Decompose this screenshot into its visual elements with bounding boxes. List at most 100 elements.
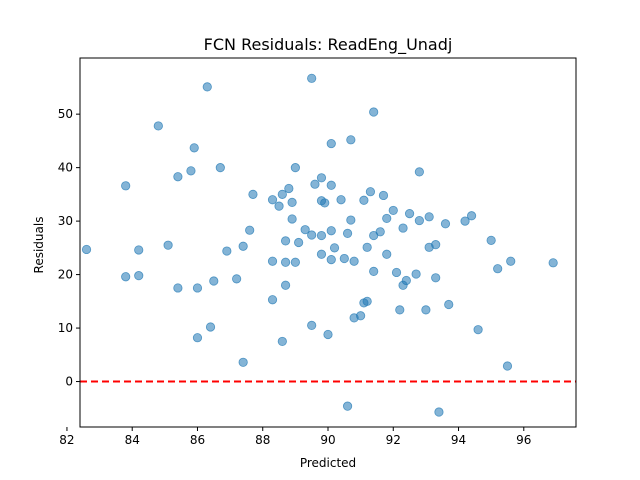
x-tick-label: 88	[255, 433, 270, 447]
scatter-point	[506, 256, 516, 266]
x-tick-label: 86	[190, 433, 205, 447]
scatter-point	[189, 143, 199, 153]
scatter-point	[440, 219, 451, 229]
scatter-point	[326, 255, 336, 265]
scatter-point	[232, 274, 242, 284]
x-axis-label: Predicted	[300, 456, 356, 470]
scatter-point	[339, 253, 349, 264]
scatter-point	[287, 214, 297, 224]
scatter-point	[267, 295, 278, 305]
scatter-point	[326, 226, 336, 236]
chart-title: FCN Residuals: ReadEng_Unadj	[204, 35, 453, 55]
scatter-point	[287, 197, 297, 207]
scatter-point	[378, 190, 389, 201]
scatter-point	[121, 272, 131, 282]
scatter-point	[290, 163, 300, 173]
scatter-point	[473, 325, 483, 335]
scatter-point	[280, 236, 291, 246]
y-tick-label: 50	[58, 107, 73, 121]
scatter-point	[401, 275, 411, 286]
scatter-point	[209, 276, 219, 286]
scatter-point	[342, 228, 353, 239]
scatter-point	[134, 271, 144, 281]
scatter-point	[320, 198, 330, 208]
scatter-point	[290, 257, 300, 267]
scatter-point	[326, 180, 336, 190]
scatter-point	[274, 201, 284, 211]
scatter-point	[404, 209, 415, 219]
scatter-point	[369, 266, 379, 276]
scatter-point	[460, 216, 470, 226]
scatter-point	[267, 256, 278, 266]
scatter-point	[316, 249, 327, 259]
scatter-point	[316, 173, 327, 183]
scatter-point	[267, 195, 278, 205]
scatter-point	[493, 264, 503, 274]
scatter-point	[359, 195, 369, 205]
scatter-point	[284, 183, 294, 194]
scatter-point	[369, 107, 379, 117]
scatter-point	[431, 240, 441, 250]
scatter-point	[326, 138, 336, 149]
scatter-point	[391, 267, 402, 278]
scatter-point	[307, 230, 317, 240]
scatter-point	[316, 230, 327, 241]
plot-frame	[79, 57, 577, 428]
scatter-point	[307, 320, 317, 330]
scatter-point	[205, 322, 216, 332]
scatter-point	[398, 223, 408, 233]
y-axis-label: Residuals	[32, 217, 46, 274]
scatter-point	[277, 336, 287, 347]
scatter-point	[346, 135, 356, 145]
scatter-point	[215, 163, 225, 173]
x-tick-label: 94	[451, 433, 466, 447]
scatter-point	[300, 225, 310, 235]
x-tick-label: 92	[386, 433, 401, 447]
scatter-point	[294, 237, 304, 248]
scatter-point	[411, 269, 421, 279]
scatter-point	[414, 215, 424, 226]
scatter-point	[356, 311, 366, 321]
scatter-point	[434, 407, 444, 417]
scatter-point	[349, 256, 359, 266]
scatter-point	[388, 205, 398, 216]
scatter-point	[323, 329, 333, 340]
scatter-point	[486, 235, 496, 245]
scatter-point	[466, 211, 477, 221]
scatter-point	[362, 296, 372, 306]
scatter-point	[421, 305, 431, 315]
scatter-point	[173, 172, 183, 182]
scatter-point	[502, 361, 513, 371]
scatter-point	[202, 82, 212, 92]
scatter-point	[395, 305, 405, 315]
scatter-point	[238, 241, 248, 251]
scatter-point	[238, 357, 248, 367]
x-axis-ticks: 82 84 86 88 90 92 94 96	[59, 427, 531, 447]
scatter-point	[186, 166, 196, 176]
scatter-point	[307, 73, 317, 83]
scatter-point	[382, 213, 392, 224]
x-tick-label: 84	[125, 433, 140, 447]
scatter-point	[444, 299, 454, 310]
scatter-point	[153, 121, 163, 131]
scatter-point	[362, 242, 372, 252]
scatter-point	[248, 189, 258, 199]
scatter-point	[121, 181, 131, 191]
x-tick-label: 82	[59, 433, 74, 447]
scatter-point	[431, 273, 441, 283]
y-tick-label: 30	[58, 214, 73, 228]
scatter-point	[192, 283, 203, 293]
x-tick-label: 90	[320, 433, 335, 447]
scatter-point	[173, 283, 183, 293]
y-tick-label: 0	[65, 375, 73, 389]
scatter-point	[382, 249, 392, 259]
scatter-point	[280, 280, 291, 290]
scatter-point	[163, 240, 173, 250]
scatter-point	[81, 244, 92, 255]
scatter-point	[134, 245, 144, 255]
scatter-point	[346, 215, 356, 225]
y-axis-ticks: 0 10 20 30 40 50	[58, 107, 80, 389]
scatter-point	[280, 257, 291, 267]
scatter-point	[336, 195, 346, 205]
